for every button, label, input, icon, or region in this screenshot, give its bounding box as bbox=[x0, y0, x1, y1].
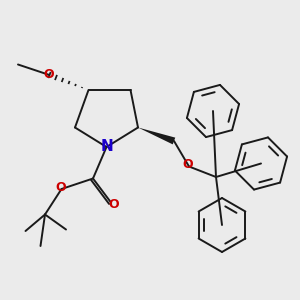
Polygon shape bbox=[138, 128, 175, 144]
Text: N: N bbox=[100, 139, 113, 154]
Text: O: O bbox=[44, 68, 54, 81]
Text: O: O bbox=[55, 181, 66, 194]
Text: O: O bbox=[183, 158, 194, 171]
Text: O: O bbox=[108, 198, 119, 212]
